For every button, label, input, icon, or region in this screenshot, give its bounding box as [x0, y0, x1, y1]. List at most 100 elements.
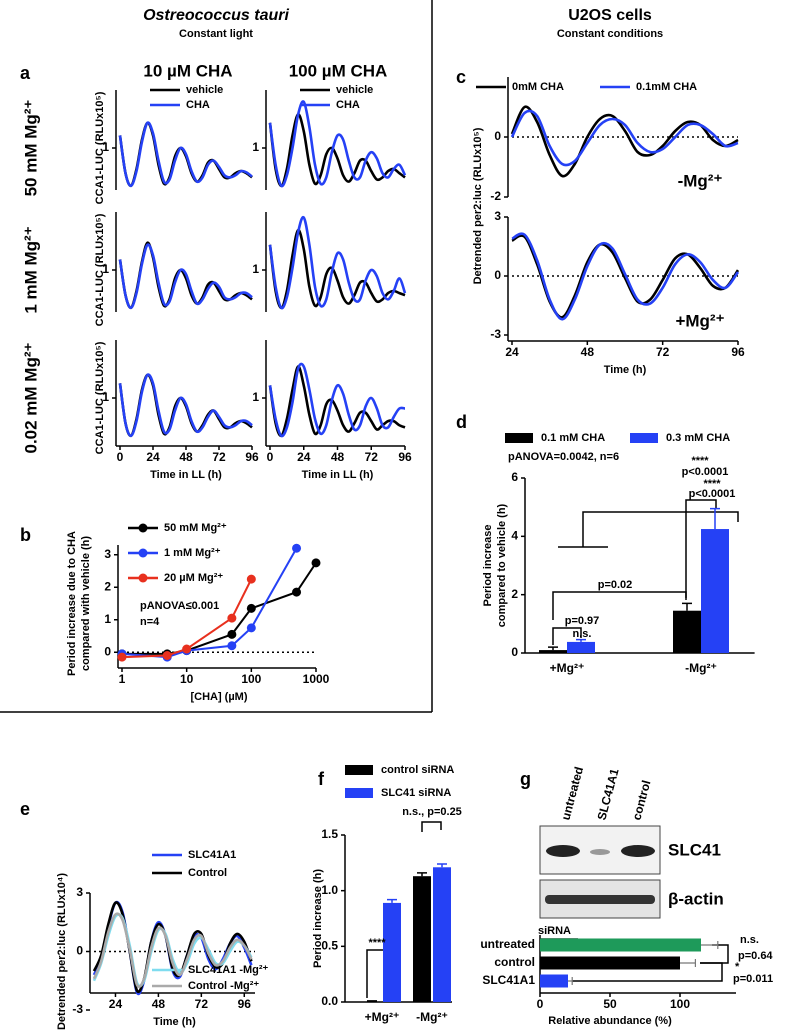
- bar: [540, 956, 680, 970]
- bar: [673, 610, 701, 653]
- group-label: siRNA: [538, 925, 571, 937]
- error-bar: [417, 872, 427, 877]
- y-tick-label: 0: [104, 644, 111, 658]
- x-tick-label: 72: [195, 997, 209, 1011]
- legend-label: CHA: [186, 99, 210, 111]
- bracket: [421, 821, 442, 832]
- y-tick-label: 0.0: [321, 994, 338, 1008]
- annotation: p=0.02: [598, 579, 633, 591]
- series-line: [118, 243, 253, 310]
- bracket: [700, 944, 729, 964]
- annotation: n=4: [140, 616, 160, 628]
- x-tick-label: 96: [238, 997, 252, 1011]
- y-axis-label: CCA1-LUC (RLUx10⁵): [94, 341, 106, 454]
- y-tick-label: 1: [102, 390, 109, 404]
- panel-subtitle: Constant light: [179, 28, 253, 40]
- band-label: SLC41: [668, 840, 721, 859]
- y-tick-label: 6: [511, 470, 518, 484]
- y-axis-label: Period increase (h): [312, 869, 324, 968]
- legend-label: control siRNA: [381, 764, 454, 776]
- annotation: p<0.0001: [689, 488, 736, 500]
- annotation: ****: [368, 937, 386, 949]
- column-label: 100 µM CHA: [289, 61, 388, 80]
- legend-label: vehicle: [186, 84, 223, 96]
- y-tick-label: 4: [511, 529, 518, 543]
- row-label: 1 mM Mg²⁺: [21, 226, 40, 313]
- bar: [540, 938, 701, 952]
- x-tick-label: 48: [179, 450, 193, 464]
- legend-swatch: [138, 548, 148, 558]
- legend-label: 0.1mM CHA: [636, 81, 697, 93]
- x-axis-label: Time (h): [153, 1016, 196, 1028]
- annotation: *: [735, 961, 740, 973]
- series-line: [268, 215, 407, 310]
- legend-label: 0.3 mM CHA: [666, 432, 730, 444]
- error-bar: [710, 507, 720, 530]
- bracket: [552, 627, 582, 645]
- legend-label: 0mM CHA: [512, 81, 564, 93]
- x-tick-label: 72: [656, 345, 670, 359]
- y-tick-label: 3: [104, 547, 111, 561]
- x-tick-label: -Mg²⁺: [416, 1010, 448, 1024]
- x-tick-label: 1: [119, 672, 126, 686]
- y-axis-label: compared to vehicle (h): [496, 503, 508, 627]
- bracket: [685, 499, 717, 598]
- blot-band: [546, 845, 580, 857]
- error-bar: [568, 977, 573, 985]
- error-bar: [680, 959, 696, 967]
- legend-label: SLC41A1: [188, 849, 236, 861]
- bar: [701, 529, 729, 653]
- point: [292, 543, 302, 553]
- x-axis-label: Time in LL (h): [302, 469, 374, 481]
- series-line: [511, 232, 740, 321]
- bar: [413, 876, 431, 1002]
- band-label: β-actin: [668, 889, 724, 908]
- y-axis-label: CCA1-LUC (RLUx10⁵): [94, 91, 106, 204]
- x-axis-label: [CHA] (µM): [190, 691, 247, 703]
- x-tick-label: 72: [212, 450, 226, 464]
- y-axis-label: compared with vehicle (h): [80, 536, 92, 671]
- legend-label: CHA: [336, 99, 360, 111]
- panel-label: e: [20, 799, 30, 819]
- y-tick-label: 1.5: [321, 827, 338, 841]
- y-axis-label: Detrended per2:luc (RLUx10⁵): [472, 127, 484, 284]
- legend-swatch: [138, 523, 148, 533]
- x-tick-label: +Mg²⁺: [550, 661, 585, 675]
- point: [311, 558, 321, 568]
- x-tick-label: 96: [398, 450, 412, 464]
- x-tick-label: 1000: [303, 672, 330, 686]
- annotation: n.s.: [740, 934, 759, 946]
- bar: [433, 867, 451, 1002]
- x-tick-label: 48: [152, 997, 166, 1011]
- legend-label: Control -Mg²⁺: [188, 980, 259, 992]
- blot-band: [545, 895, 655, 904]
- error-bar: [548, 646, 558, 651]
- x-tick-label: 24: [109, 997, 123, 1011]
- legend-swatch: [345, 765, 373, 775]
- legend-swatch: [345, 788, 373, 798]
- y-tick-label: 2: [104, 579, 111, 593]
- y-tick-label: 0: [76, 944, 83, 958]
- annotation: ****: [691, 455, 709, 467]
- error-bar: [367, 1000, 377, 1002]
- y-tick-label: 0: [494, 268, 501, 282]
- column-label: 10 µM CHA: [143, 61, 232, 80]
- annotation: p<0.0001: [682, 466, 729, 478]
- y-tick-label: 0: [511, 645, 518, 659]
- y-tick-label: SLC41A1: [482, 973, 535, 987]
- x-tick-label: 96: [245, 450, 259, 464]
- point: [246, 574, 256, 584]
- y-tick-label: 2: [511, 587, 518, 601]
- x-tick-label: 0: [267, 450, 274, 464]
- annotation: -Mg²⁺: [678, 171, 723, 190]
- x-axis-label: Time in LL (h): [150, 469, 222, 481]
- point: [227, 641, 237, 651]
- error-bar: [576, 638, 586, 642]
- y-tick-label: 1: [252, 140, 259, 154]
- series-line: [510, 109, 739, 167]
- annotation: n.s., p=0.25: [402, 806, 462, 818]
- panel-title: U2OS cells: [568, 7, 652, 24]
- legend-label: SLC41A1 -Mg²⁺: [188, 964, 269, 976]
- annotation: p=0.97: [565, 615, 600, 627]
- legend-label: vehicle: [336, 84, 373, 96]
